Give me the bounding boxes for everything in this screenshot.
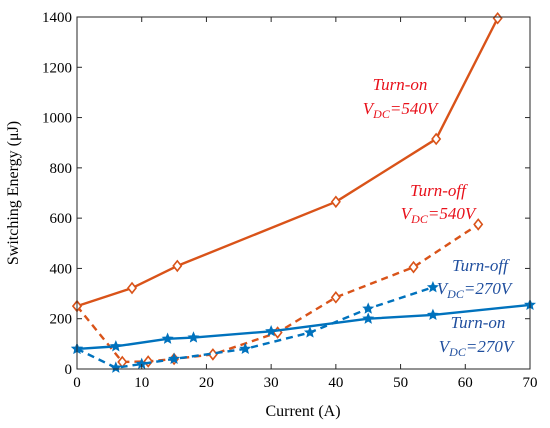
- x-axis-label: Current (A): [265, 403, 340, 420]
- annotation-line1: Turn-on: [373, 75, 428, 94]
- y-tick-label: 1000: [42, 111, 72, 127]
- data-point: [330, 195, 341, 209]
- data-point: [168, 352, 181, 365]
- series-line: [76, 17, 499, 308]
- series-0: [71, 11, 503, 313]
- data-point: [362, 312, 375, 324]
- data-point: [161, 332, 174, 344]
- annotation-line2: VDC=540V: [363, 99, 440, 121]
- annotation-line2: VDC=270V: [439, 337, 516, 359]
- plot-frame: [76, 16, 531, 370]
- series-line: [76, 286, 434, 369]
- series-line: [76, 303, 531, 351]
- y-tick-label: 1200: [42, 60, 72, 76]
- annotation-turn-on-270v: Turn-on VDC=270V: [439, 313, 516, 359]
- annotation-line1: Turn-on: [451, 313, 506, 332]
- y-tick-label: 400: [50, 261, 73, 277]
- data-point: [109, 340, 122, 352]
- data-point: [187, 331, 200, 343]
- data-point: [408, 260, 419, 274]
- data-point: [362, 302, 375, 314]
- x-tick-label: 30: [264, 375, 279, 391]
- x-tick-label: 40: [328, 375, 343, 391]
- y-tick-label: 800: [50, 161, 73, 177]
- data-point: [426, 308, 439, 321]
- series-3: [70, 280, 439, 373]
- y-tick-label: 1400: [42, 10, 72, 26]
- x-tick-label: 20: [199, 375, 214, 391]
- data-point: [330, 291, 341, 304]
- annotation-turn-on-540v: Turn-on VDC=540V: [363, 75, 440, 121]
- y-axis-label: Switching Energy (μJ): [5, 121, 22, 265]
- annotation-line2: VDC=270V: [437, 279, 514, 301]
- data-point: [265, 324, 278, 337]
- data-point: [239, 342, 252, 354]
- annotation-line2: VDC=540V: [401, 204, 478, 226]
- data-point: [109, 361, 122, 373]
- x-tick-label: 50: [393, 375, 408, 391]
- x-tick-label: 0: [73, 375, 81, 391]
- y-tick-label: 600: [50, 211, 73, 227]
- data-point: [426, 280, 439, 293]
- y-tick-label: 200: [50, 312, 73, 328]
- data-point: [172, 259, 183, 273]
- x-tick-label: 60: [458, 375, 473, 391]
- data-point: [431, 132, 442, 146]
- ticks-layer: 0 10 20 30 40 50 60 70 0 200 400 600 800 1000 1200 1400: [42, 10, 538, 391]
- annotation-line1: Turn-off: [452, 256, 510, 275]
- annotation-turn-off-270v: Turn-off VDC=270V: [437, 256, 514, 301]
- data-point: [303, 326, 316, 338]
- data-point: [473, 218, 484, 231]
- series-1: [71, 218, 484, 369]
- data-point: [126, 281, 138, 295]
- annotation-turn-off-540v: Turn-off VDC=540V: [401, 181, 478, 226]
- plot-marks: [70, 11, 537, 373]
- y-tick-label: 0: [65, 362, 73, 378]
- series-2: [70, 298, 537, 354]
- annotation-line1: Turn-off: [410, 181, 468, 200]
- x-tick-label: 10: [134, 375, 149, 391]
- x-tick-label: 70: [523, 375, 538, 391]
